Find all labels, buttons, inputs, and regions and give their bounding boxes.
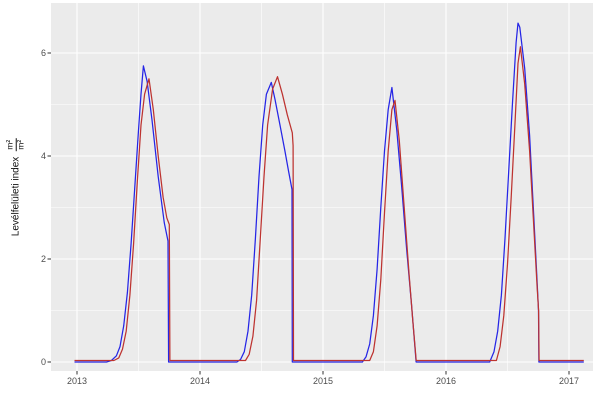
y-axis-title-text: Levélfelületi index — [10, 156, 22, 237]
y-axis-title-fraction: m² m² — [5, 137, 27, 152]
x-tick-label: 2013 — [66, 376, 88, 386]
y-tick-label: 6 — [40, 48, 46, 58]
x-tick-label: 2014 — [189, 376, 211, 386]
x-tick-label: 2017 — [558, 376, 580, 386]
series-line-blue — [74, 22, 584, 363]
y-axis-title: Levélfelületi index m² m² — [5, 137, 27, 237]
x-tick-label: 2016 — [435, 376, 457, 386]
y-tick-label: 0 — [40, 357, 46, 367]
y-tick-label: 4 — [40, 151, 46, 161]
y-axis-fraction-denominator: m² — [15, 139, 26, 150]
series-line-red — [74, 46, 584, 362]
x-tick-label: 2015 — [312, 376, 334, 386]
y-tick-label: 2 — [40, 254, 46, 264]
plot-panel — [51, 3, 593, 371]
